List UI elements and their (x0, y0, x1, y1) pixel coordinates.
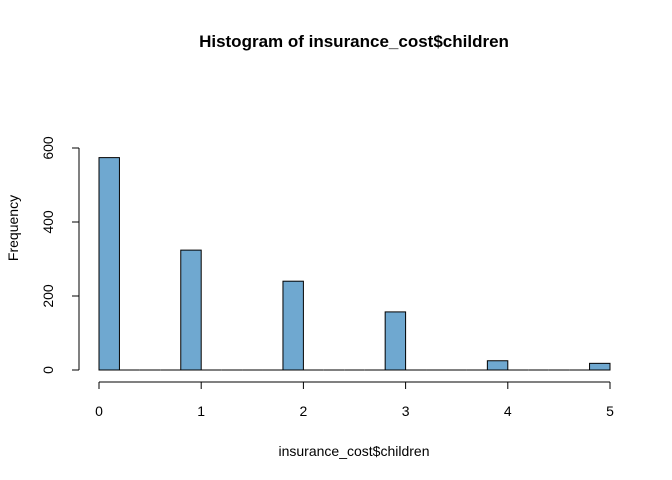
y-axis-label: Frequency (5, 195, 21, 261)
x-tick-label: 5 (606, 403, 614, 419)
histogram-bar (589, 362, 611, 371)
y-tick-label: 600 (40, 136, 56, 160)
x-axis-label: insurance_cost$children (279, 443, 430, 459)
y-tick-label: 0 (40, 366, 56, 374)
histogram-bar (384, 311, 407, 371)
histogram-bar (98, 157, 120, 371)
histogram-bar (282, 280, 304, 371)
y-tick-label: 200 (40, 284, 56, 308)
x-tick-label: 0 (95, 403, 103, 419)
x-tick-label: 4 (504, 403, 512, 419)
bars-group (98, 157, 611, 371)
histogram-bar (486, 360, 509, 371)
x-axis: 0 1 2 3 4 5 (95, 381, 614, 419)
chart-title: Histogram of insurance_cost$children (199, 32, 509, 51)
y-tick-label: 400 (40, 210, 56, 234)
x-tick-label: 3 (402, 403, 410, 419)
y-axis: 0 200 400 600 (40, 136, 80, 374)
histogram-bar (180, 249, 202, 371)
x-tick-label: 1 (197, 403, 205, 419)
x-tick-label: 2 (300, 403, 308, 419)
